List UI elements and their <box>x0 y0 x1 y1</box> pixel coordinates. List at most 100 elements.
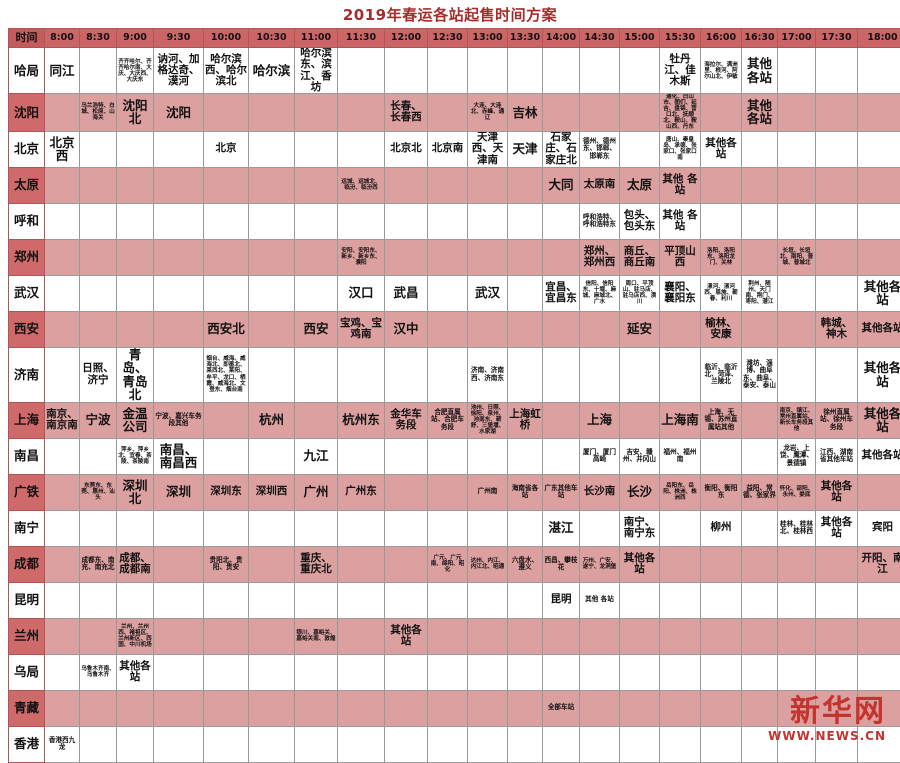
cell-太原-14-30: 太原南 <box>580 167 620 203</box>
cell-哈局-10-00: 哈尔滨西、哈尔滨北 <box>204 48 249 94</box>
header-time-14-30: 14:30 <box>580 29 620 48</box>
cell-西安-17-30: 韩城、神木 <box>816 311 858 347</box>
cell-郑州-15-30: 平顶山西 <box>660 239 701 275</box>
cell-上海-9-30: 宁波、嘉兴车务段其他 <box>154 402 204 438</box>
cell-empty <box>580 311 620 347</box>
header-time-15-00: 15:00 <box>620 29 660 48</box>
cell-empty <box>204 94 249 131</box>
cell-empty <box>660 311 701 347</box>
cell-empty <box>742 167 778 203</box>
cell-沈阳-13-00: 大连、大连北、赤峰、通辽 <box>468 94 508 131</box>
cell-empty <box>295 94 338 131</box>
cell-empty <box>249 94 295 131</box>
cell-武汉-14-30: 信阳、信阳东、十堰、麻城、麻城北、广水 <box>580 275 620 311</box>
cell-empty <box>45 510 80 546</box>
cell-empty <box>816 618 858 654</box>
cell-上海-9-00: 金温公司 <box>117 402 154 438</box>
cell-empty <box>778 546 816 582</box>
cell-empty <box>543 438 580 474</box>
cell-济南-13-00: 济南、济南西、济南东 <box>468 347 508 402</box>
cell-呼和-14-30: 呼和浩特、呼和浩特东 <box>580 203 620 239</box>
cell-empty <box>468 582 508 618</box>
cell-empty <box>468 311 508 347</box>
cell-empty <box>80 690 117 726</box>
cell-empty <box>249 654 295 690</box>
cell-南宁-15-00: 南宁、南宁东 <box>620 510 660 546</box>
cell-empty <box>385 167 428 203</box>
cell-empty <box>508 167 543 203</box>
cell-empty <box>338 48 385 94</box>
cell-empty <box>580 510 620 546</box>
cell-empty <box>117 275 154 311</box>
cell-empty <box>45 94 80 131</box>
cell-empty <box>468 690 508 726</box>
cell-西安-10-00: 西安北 <box>204 311 249 347</box>
cell-乌局-8-30: 乌鲁木齐南、乌鲁木齐 <box>80 654 117 690</box>
cell-广铁-14-00: 广东其他车站 <box>543 474 580 510</box>
cell-empty <box>204 275 249 311</box>
cell-empty <box>543 311 580 347</box>
cell-南昌-15-00: 吉安、赣州、井冈山 <box>620 438 660 474</box>
cell-北京-16-00: 其他各站 <box>701 131 742 167</box>
cell-哈局-16-00: 海拉尔、满洲里、根河、阿尔山北、伊敏 <box>701 48 742 94</box>
cell-empty <box>338 726 385 762</box>
cell-empty <box>385 726 428 762</box>
cell-empty <box>816 239 858 275</box>
cell-沈阳-9-30: 沈阳 <box>154 94 204 131</box>
cell-empty <box>428 438 468 474</box>
cell-empty <box>468 726 508 762</box>
cell-兰州-11-00: 银川、嘉峪关、嘉峪关南、敦煌 <box>295 618 338 654</box>
cell-empty <box>338 690 385 726</box>
page-title: 2019年春运各站起售时间方案 <box>343 4 557 25</box>
cell-empty <box>778 48 816 94</box>
cell-empty <box>858 167 900 203</box>
cell-太原-15-30: 其他 各站 <box>660 167 701 203</box>
cell-empty <box>543 94 580 131</box>
cell-empty <box>428 239 468 275</box>
table-row: 南昌萍乡、萍乡北、宜春、茶陵、茶陵南南昌、南昌西九江厦门、厦门高崎吉安、赣州、井… <box>9 438 900 474</box>
cell-empty <box>858 582 900 618</box>
cell-武汉-15-00: 周口、平顶山、驻马店、驻马店西、潢川 <box>620 275 660 311</box>
cell-empty <box>80 203 117 239</box>
cell-南宁-16-00: 柳州 <box>701 510 742 546</box>
cell-empty <box>80 48 117 94</box>
cell-empty <box>660 618 701 654</box>
cell-empty <box>468 654 508 690</box>
table-row: 武汉汉口武昌武汉宜昌、宜昌东信阳、信阳东、十堰、麻城、麻城北、广水周口、平顶山、… <box>9 275 900 311</box>
cell-上海-17-00: 南京、镇江、常州直属站、新长车务段其他 <box>778 402 816 438</box>
cell-empty <box>816 726 858 762</box>
cell-empty <box>295 347 338 402</box>
cell-empty <box>816 167 858 203</box>
cell-empty <box>154 347 204 402</box>
cell-empty <box>385 203 428 239</box>
cell-empty <box>249 438 295 474</box>
cell-empty <box>154 510 204 546</box>
cell-empty <box>385 438 428 474</box>
cell-上海-11-30: 杭州东 <box>338 402 385 438</box>
cell-empty <box>295 510 338 546</box>
header-time-13-30: 13:30 <box>508 29 543 48</box>
cell-empty <box>858 726 900 762</box>
cell-empty <box>816 582 858 618</box>
cell-empty <box>508 510 543 546</box>
cell-empty <box>660 546 701 582</box>
table-row: 青藏全部车站 <box>9 690 900 726</box>
cell-empty <box>468 438 508 474</box>
cell-广铁-16-30: 益阳、常德、张家界 <box>742 474 778 510</box>
cell-empty <box>580 618 620 654</box>
cell-广铁-13-00: 广州南 <box>468 474 508 510</box>
cell-empty <box>117 690 154 726</box>
cell-empty <box>701 726 742 762</box>
cell-empty <box>778 131 816 167</box>
cell-empty <box>742 203 778 239</box>
cell-empty <box>858 618 900 654</box>
cell-empty <box>742 726 778 762</box>
cell-empty <box>154 131 204 167</box>
cell-太原-11-30: 运城、运城北、临汾、临汾西 <box>338 167 385 203</box>
cell-empty <box>249 546 295 582</box>
header-time-17-30: 17:30 <box>816 29 858 48</box>
table-row: 济南日照、济宁青岛、青岛北烟台、威海、威海北、即墨北、莱西北、莱阳、牟平、龙口、… <box>9 347 900 402</box>
cell-empty <box>508 48 543 94</box>
cell-广铁-16-00: 衡阳、衡阳东 <box>701 474 742 510</box>
table-row: 太原运城、运城北、临汾、临汾西大同太原南太原其他 各站 <box>9 167 900 203</box>
